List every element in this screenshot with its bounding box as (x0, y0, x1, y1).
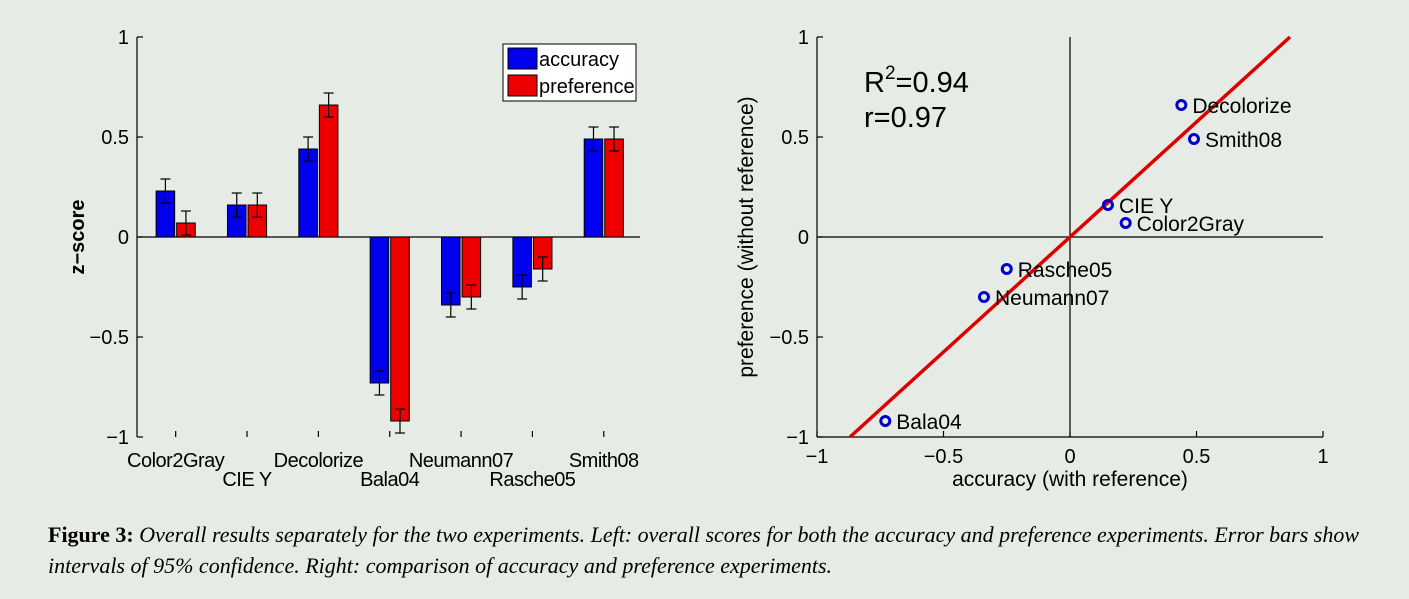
bar-y-tick-label: 0 (118, 227, 129, 249)
r-annotation: r=0.97 (864, 102, 947, 134)
scatter-point (1101, 199, 1114, 211)
r2-annotation: R2=0.94 (864, 63, 969, 99)
scatter-chart: 1 0.5 0 −0.5 −1 −1 −0.5 0 0.5 1 Decolorize Smith0… (735, 27, 1329, 491)
bar-accuracy (369, 236, 390, 384)
bar-legend: accuracy preference (502, 43, 637, 102)
scatter-point (1175, 99, 1188, 111)
scatter-point (977, 291, 990, 303)
bar-accuracy (583, 138, 604, 238)
bar-y-tick-label: 0.5 (101, 127, 129, 149)
caption-text: Overall results separately for the two e… (48, 522, 1360, 578)
scatter-y-tick-label: −1 (786, 427, 809, 449)
bar-category-label: Rasche05 (489, 469, 575, 491)
legend-swatch-preference (507, 74, 538, 97)
scatter-point-label: Color2Gray (1137, 213, 1245, 236)
bar-y-axis-label: z−score (67, 199, 89, 274)
bar-preference (390, 236, 410, 422)
scatter-point-label: Decolorize (1192, 95, 1291, 118)
bar-preference (604, 138, 624, 238)
scatter-point-label: Bala04 (896, 411, 962, 434)
bar-preference (318, 104, 339, 238)
scatter-point-label: Smith08 (1205, 129, 1282, 152)
scatter-point (1187, 133, 1200, 145)
scatter-y-axis-label: preference (without reference) (735, 96, 758, 377)
scatter-point (879, 415, 892, 427)
bar-accuracy (298, 148, 318, 238)
bar-y-tick-label: −0.5 (90, 327, 129, 349)
caption-label: Figure 3: (48, 522, 134, 547)
scatter-point (1119, 217, 1132, 229)
bar-y-tick-label: 1 (118, 27, 129, 49)
scatter-point-label: Rasche05 (1018, 259, 1113, 282)
scatter-y-tick-label: −0.5 (770, 327, 809, 349)
scatter-point-label: CIE Y (1119, 195, 1173, 218)
scatter-point-label: Neumann07 (995, 287, 1109, 310)
scatter-x-tick-label: 0 (1064, 446, 1075, 468)
scatter-x-tick-label: −0.5 (924, 446, 963, 468)
scatter-y-tick-label: 0 (798, 227, 809, 249)
bar-category-label: CIE Y (222, 469, 272, 491)
scatter-x-tick-label: 1 (1317, 446, 1328, 468)
bar-y-tick-label: −1 (106, 427, 129, 449)
scatter-x-axis-label: accuracy (with reference) (952, 468, 1188, 491)
bar-category-label: Neumann07 (409, 450, 514, 472)
scatter-x-tick-label: −1 (806, 446, 829, 468)
figure-caption: Figure 3: Overall results separately for… (48, 519, 1388, 581)
scatter-y-tick-label: 1 (798, 27, 809, 49)
scatter-x-tick-label: 0.5 (1183, 446, 1211, 468)
bar-category-label: Smith08 (569, 450, 639, 472)
bar-category-label: Decolorize (274, 450, 364, 472)
legend-label-preference: preference (539, 76, 635, 98)
legend-label-accuracy: accuracy (539, 49, 619, 71)
fit-line (848, 35, 1292, 439)
bar-category-label: Color2Gray (127, 450, 225, 472)
scatter-y-tick-label: 0.5 (781, 127, 809, 149)
scatter-point (1000, 263, 1013, 275)
legend-swatch-accuracy (507, 47, 538, 70)
bar-category-label: Bala04 (360, 469, 420, 491)
